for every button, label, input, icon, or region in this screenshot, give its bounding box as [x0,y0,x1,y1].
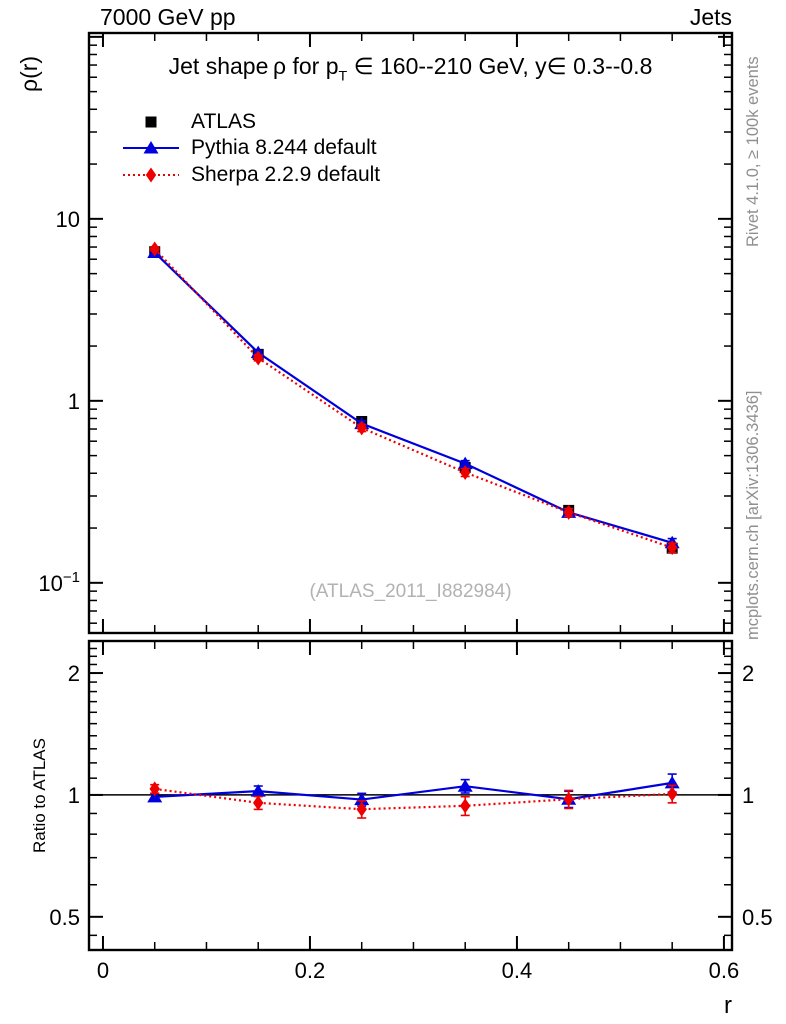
legend-label-pythia: Pythia 8.244 default [191,136,377,159]
mcplots-reference-caption: mcplots.cern.ch [arXiv:1306.3436] [744,390,762,640]
svg-text:0.5: 0.5 [742,905,773,930]
svg-text:0: 0 [97,958,109,983]
legend-label-atlas: ATLAS [191,110,256,133]
svg-text:1: 1 [68,389,80,414]
svg-text:10: 10 [56,207,80,232]
main-panel-frame [87,31,734,635]
title-post: ∈ 160--210 GeV, y∈ 0.3--0.8 [347,53,653,79]
svg-text:2: 2 [742,661,754,686]
title-subscript: T [338,68,348,85]
series-main-atlas [149,246,678,554]
y-axis-label-main: ρ(r) [16,55,42,92]
svg-text:1: 1 [742,783,754,808]
svg-text:10−1: 10−1 [38,569,80,596]
series-ratio-pythia-8-244-default [147,773,680,809]
legend-marker-pythia-icon [123,141,179,154]
series-main-sherpa-2-2-9-default [149,241,678,556]
legend-item-sherpa: Sherpa 2.2.9 default [120,163,381,186]
axis-tick-labels: 10 1 10−1 0 0.2 0.4 0.6 2 2 1 1 0.5 0.5 [38,207,772,983]
x-axis-label: r [724,992,732,1019]
title-pre: Jet shape ρ for p [168,53,339,79]
rivet-version-caption: Rivet 4.1.0, ≥ 100k events [744,56,762,247]
header-analysis-group: Jets [689,4,732,30]
header-beam-energy: 7000 GeV pp [100,4,236,30]
svg-text:2: 2 [68,661,80,686]
analysis-id-watermark: (ATLAS_2011_I882984) [309,581,512,602]
svg-text:0.4: 0.4 [502,958,533,983]
series-main-pythia-8-244-default [147,245,680,549]
legend-marker-atlas-icon [145,116,157,128]
legend-item-pythia: Pythia 8.244 default [120,136,377,159]
svg-text:0.6: 0.6 [709,958,740,983]
series-ratio-sherpa-2-2-9-default [149,781,678,819]
svg-text:0.5: 0.5 [49,905,80,930]
y-axis-label-ratio: Ratio to ATLAS [30,738,49,853]
legend-marker-sherpa-icon [123,167,179,183]
svg-text:1: 1 [68,783,80,808]
plot-title: Jet shape ρ for pT ∈ 160--210 GeV, y∈ 0.… [89,53,732,84]
legend-item-atlas: ATLAS [120,110,256,133]
svg-text:0.2: 0.2 [295,958,326,983]
legend-label-sherpa: Sherpa 2.2.9 default [191,163,381,186]
